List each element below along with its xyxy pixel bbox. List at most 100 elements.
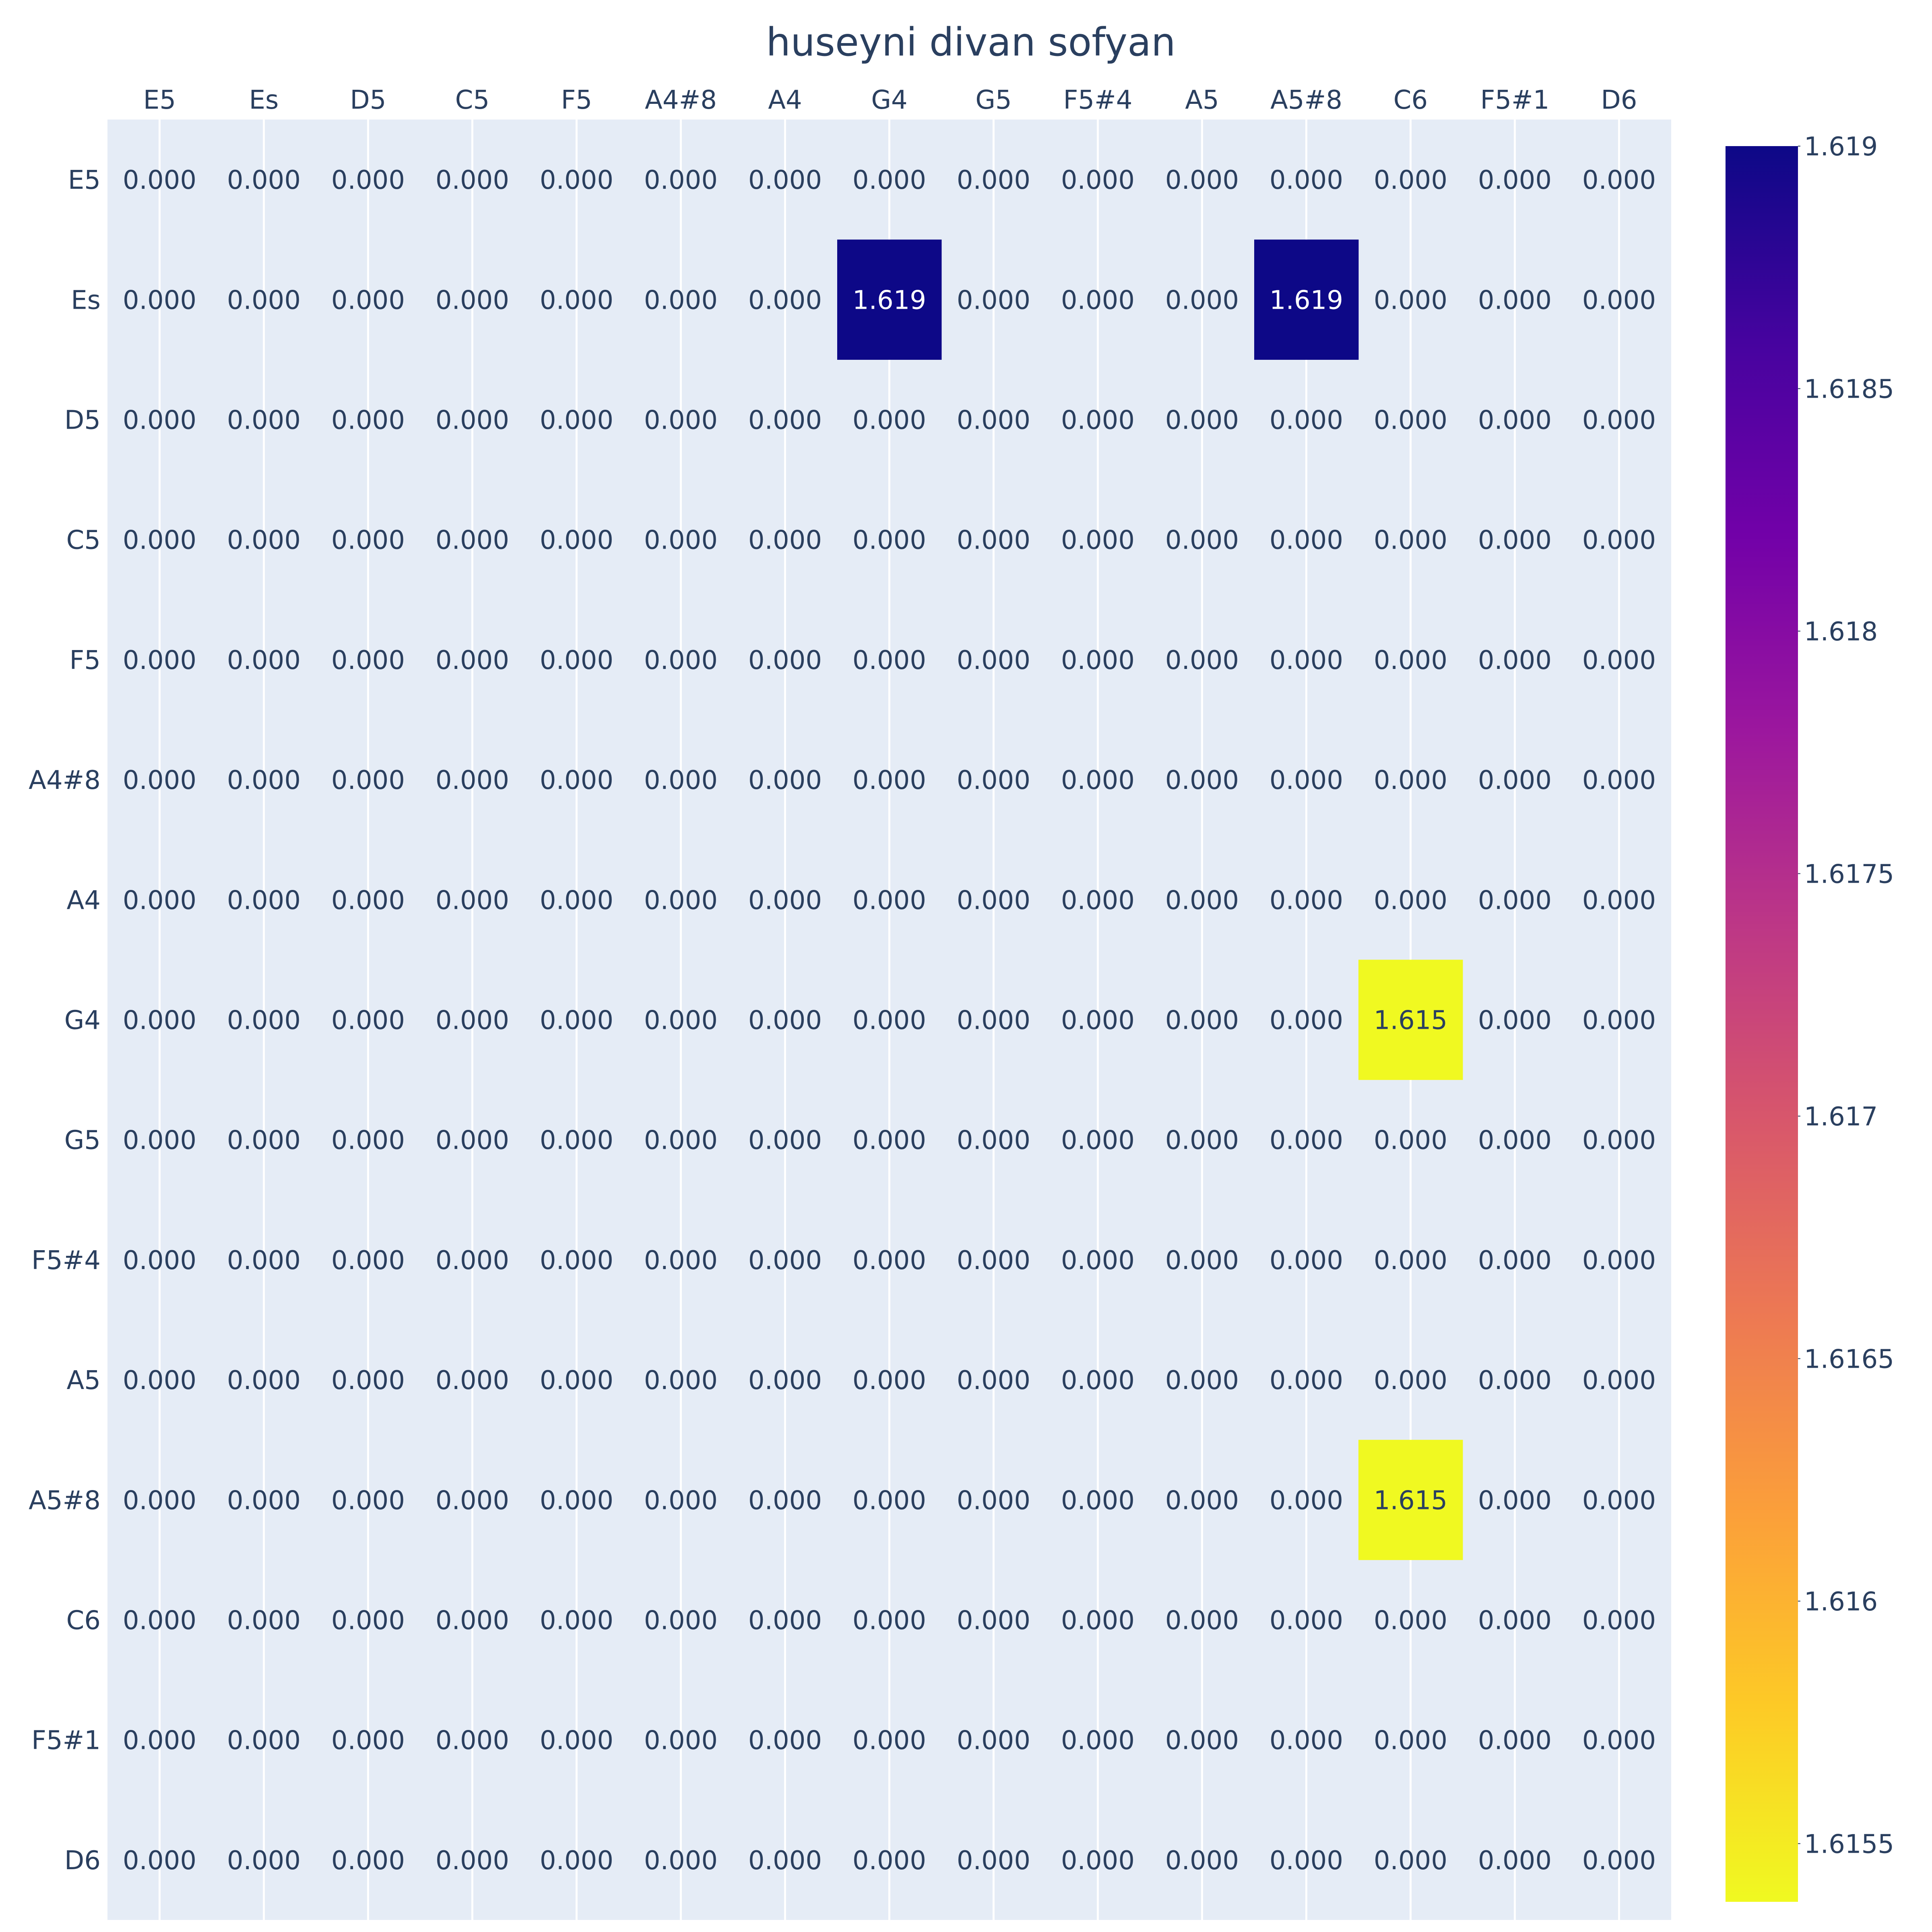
cell-value-a4-a5-sharp-8: 0.000 <box>1269 886 1343 915</box>
cell-value-a4-d5: 0.000 <box>331 886 405 915</box>
cell-value-f5-sharp-1-f5-sharp-4: 0.000 <box>1061 1726 1135 1756</box>
cell-value-labels: 0.000 0.000 0.000 0.000 0.000 0.000 0.000 0.000… <box>123 165 1656 1876</box>
colorbar-tick-1-6185: 1.6185 <box>1804 375 1894 405</box>
cell-value-d6-c6: 0.000 <box>1374 1846 1447 1876</box>
x-tick-g4: G4 <box>871 85 907 115</box>
cell-value-a5-sharp-8-d6: 0.000 <box>1582 1486 1656 1515</box>
cell-value-c6-f5-sharp-1: 0.000 <box>1478 1606 1552 1636</box>
cell-value-g4-e5: 0.000 <box>123 1006 196 1036</box>
y-axis-tick-labels: E5 Es D5 C5 F5 A4#8 A4 G4 G5 F5#4 A5 A5#8 C6 F5#1 D6 <box>29 165 101 1876</box>
cell-value-a5-e5: 0.000 <box>123 1366 196 1395</box>
cell-value-c5-a5-sharp-8: 0.000 <box>1269 526 1343 555</box>
cell-value-a5-sharp-8-es: 0.000 <box>227 1486 301 1515</box>
cell-value-e5-e5: 0.000 <box>123 165 196 195</box>
cell-value-a5-sharp-8-a4-sharp-8: 0.000 <box>644 1486 718 1515</box>
cell-value-a5-f5: 0.000 <box>540 1366 613 1395</box>
cell-value-a5-a5-sharp-8: 0.000 <box>1269 1366 1343 1395</box>
cell-value-a5-sharp-8-f5-sharp-1: 0.000 <box>1478 1486 1552 1515</box>
y-tick-d6: D6 <box>64 1846 101 1876</box>
cell-value-es-f5-sharp-1: 0.000 <box>1478 285 1552 315</box>
cell-value-es-g4: 1.619 <box>852 285 926 315</box>
cell-value-a5-sharp-8-d5: 0.000 <box>331 1486 405 1515</box>
cell-value-a5-c6: 0.000 <box>1374 1366 1447 1395</box>
cell-value-c6-a5-sharp-8: 0.000 <box>1269 1606 1343 1636</box>
cell-value-a5-f5-sharp-4: 0.000 <box>1061 1366 1135 1395</box>
cell-value-e5-a4-sharp-8: 0.000 <box>644 165 718 195</box>
cell-value-d6-a4-sharp-8: 0.000 <box>644 1846 718 1876</box>
cell-value-a4-sharp-8-f5-sharp-4: 0.000 <box>1061 766 1135 795</box>
x-tick-f5: F5 <box>561 85 592 115</box>
cell-value-c6-d5: 0.000 <box>331 1606 405 1636</box>
cell-value-a5-sharp-8-e5: 0.000 <box>123 1486 196 1515</box>
cell-value-g4-a4-sharp-8: 0.000 <box>644 1006 718 1036</box>
cell-value-a5-f5-sharp-1: 0.000 <box>1478 1366 1552 1395</box>
y-tick-d5: D5 <box>64 406 101 436</box>
cell-value-c6-d6: 0.000 <box>1582 1606 1656 1636</box>
cell-value-e5-c6: 0.000 <box>1374 165 1447 195</box>
cell-value-g4-d6: 0.000 <box>1582 1006 1656 1036</box>
cell-value-c6-a4-sharp-8: 0.000 <box>644 1606 718 1636</box>
cell-value-c5-e5: 0.000 <box>123 526 196 555</box>
cell-value-a4-sharp-8-e5: 0.000 <box>123 766 196 795</box>
cell-value-d5-a5-sharp-8: 0.000 <box>1269 406 1343 436</box>
cell-value-c6-c6: 0.000 <box>1374 1606 1447 1636</box>
cell-value-d5-g4: 0.000 <box>852 406 926 436</box>
cell-value-d6-a4: 0.000 <box>748 1846 822 1876</box>
cell-value-d6-f5-sharp-4: 0.000 <box>1061 1846 1135 1876</box>
cell-value-a4-f5: 0.000 <box>540 886 613 915</box>
cell-value-f5-sharp-1-c5: 0.000 <box>436 1726 509 1756</box>
cell-value-d5-es: 0.000 <box>227 406 301 436</box>
cell-value-d5-f5: 0.000 <box>540 406 613 436</box>
cell-value-a5-a4: 0.000 <box>748 1366 822 1395</box>
colorbar-tick-1-616: 1.616 <box>1804 1587 1878 1617</box>
cell-value-d6-g5: 0.000 <box>957 1846 1030 1876</box>
cell-value-c5-g5: 0.000 <box>957 526 1030 555</box>
cell-value-a5-g5: 0.000 <box>957 1366 1030 1395</box>
cell-value-es-a5: 0.000 <box>1165 285 1239 315</box>
cell-value-e5-a4: 0.000 <box>748 165 822 195</box>
cell-value-c6-e5: 0.000 <box>123 1606 196 1636</box>
cell-value-f5-sharp-4-f5: 0.000 <box>540 1246 613 1276</box>
y-tick-a5: A5 <box>67 1366 101 1395</box>
cell-value-e5-g5: 0.000 <box>957 165 1030 195</box>
cell-value-g5-a4: 0.000 <box>748 1126 822 1156</box>
cell-value-a4-f5-sharp-1: 0.000 <box>1478 886 1552 915</box>
cell-value-g5-c5: 0.000 <box>436 1126 509 1156</box>
cell-value-f5-sharp-4-d5: 0.000 <box>331 1246 405 1276</box>
cell-value-g5-e5: 0.000 <box>123 1126 196 1156</box>
cell-value-d6-e5: 0.000 <box>123 1846 196 1876</box>
cell-value-d5-a4: 0.000 <box>748 406 822 436</box>
cell-value-f5-es: 0.000 <box>227 646 301 675</box>
cell-value-f5-sharp-1-g5: 0.000 <box>957 1726 1030 1756</box>
cell-value-c6-g4: 0.000 <box>852 1606 926 1636</box>
cell-value-d6-f5-sharp-1: 0.000 <box>1478 1846 1552 1876</box>
cell-value-f5-sharp-1-a4: 0.000 <box>748 1726 822 1756</box>
heatmap-cell-g4-c6 <box>1358 960 1463 1080</box>
cell-value-f5-sharp-4-a4: 0.000 <box>748 1246 822 1276</box>
cell-value-c6-c5: 0.000 <box>436 1606 509 1636</box>
heatmap-cell-es-g4 <box>837 239 942 360</box>
cell-value-es-f5: 0.000 <box>540 285 613 315</box>
cell-value-es-a4-sharp-8: 0.000 <box>644 285 718 315</box>
colorbar-tick-labels: 1.6155 1.616 1.6165 1.617 1.6175 1.618 1.6185 1… <box>1798 132 1894 1859</box>
x-tick-g5: G5 <box>975 85 1011 115</box>
cell-value-a4-sharp-8-d6: 0.000 <box>1582 766 1656 795</box>
cell-value-c5-d5: 0.000 <box>331 526 405 555</box>
cell-value-d6-es: 0.000 <box>227 1846 301 1876</box>
cell-value-es-f5-sharp-4: 0.000 <box>1061 285 1135 315</box>
cell-value-c5-f5-sharp-1: 0.000 <box>1478 526 1552 555</box>
cell-value-f5-a5: 0.000 <box>1165 646 1239 675</box>
cell-value-c5-es: 0.000 <box>227 526 301 555</box>
cell-value-a5-a4-sharp-8: 0.000 <box>644 1366 718 1395</box>
cell-value-f5-a4-sharp-8: 0.000 <box>644 646 718 675</box>
cell-value-a5-c5: 0.000 <box>436 1366 509 1395</box>
cell-value-f5-sharp-4-a5: 0.000 <box>1165 1246 1239 1276</box>
cell-value-a5-sharp-8-g5: 0.000 <box>957 1486 1030 1515</box>
cell-value-c5-c6: 0.000 <box>1374 526 1447 555</box>
cell-value-g5-es: 0.000 <box>227 1126 301 1156</box>
y-tick-e5: E5 <box>68 165 101 195</box>
cell-value-f5-e5: 0.000 <box>123 646 196 675</box>
cell-value-a4-a5: 0.000 <box>1165 886 1239 915</box>
colorbar-tick-1-617: 1.617 <box>1804 1102 1878 1132</box>
cell-value-a5-d6: 0.000 <box>1582 1366 1656 1395</box>
